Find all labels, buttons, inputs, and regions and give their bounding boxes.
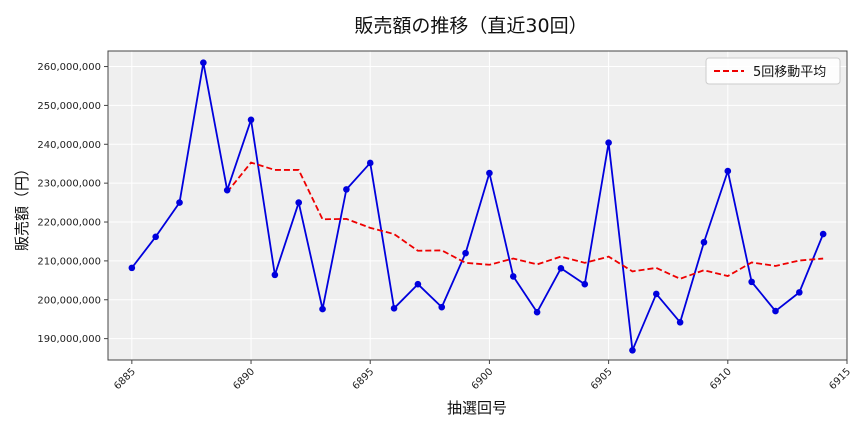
- sales-data-point: [819, 230, 827, 238]
- x-tick-label: 6890: [231, 366, 257, 392]
- sales-data-point: [557, 264, 565, 272]
- chart-title: 販売額の推移（直近30回）: [354, 15, 587, 37]
- x-tick-label: 6905: [589, 366, 615, 392]
- y-tick-label: 240,000,000: [37, 140, 101, 151]
- sales-data-point: [152, 233, 159, 241]
- y-tick-label: 220,000,000: [37, 218, 101, 229]
- sales-data-point: [772, 307, 779, 315]
- y-tick-label: 250,000,000: [37, 101, 101, 112]
- x-tick-label: 6900: [470, 366, 496, 392]
- y-tick-label: 260,000,000: [37, 62, 101, 73]
- sales-data-point: [462, 249, 469, 257]
- sales-data-point: [343, 186, 350, 193]
- sales-data-point: [271, 271, 279, 279]
- sales-data-point: [366, 159, 374, 167]
- grid-lines: [108, 51, 848, 360]
- sales-data-point: [652, 290, 660, 298]
- legend-box: [705, 57, 841, 85]
- x-axis-label: 抽選回号: [447, 399, 507, 417]
- moving-average-line: [226, 161, 824, 280]
- series-layer: [128, 59, 827, 354]
- sales-data-point: [438, 303, 446, 311]
- x-tick-label: 6910: [708, 366, 734, 392]
- sales-data-point: [796, 289, 803, 296]
- sales-data-point: [128, 264, 136, 272]
- x-tick-label: 6915: [827, 366, 853, 392]
- sales-data-point: [748, 278, 755, 286]
- y-tick-label: 230,000,000: [37, 179, 101, 190]
- sales-data-point: [247, 116, 255, 124]
- sales-data-point: [605, 139, 612, 147]
- sales-data-point: [700, 238, 708, 246]
- sales-data-point: [414, 280, 422, 288]
- y-axis-label: 販売額（円）: [13, 161, 31, 251]
- y-tick-label: 200,000,000: [37, 295, 101, 306]
- sales-data-point: [319, 305, 326, 313]
- sales-data-point: [200, 59, 207, 66]
- y-tick-label: 190,000,000: [37, 334, 101, 345]
- plot-frame: [107, 50, 848, 361]
- sales-data-point: [581, 280, 589, 288]
- legend-moving-average-label: 5回移動平均: [753, 65, 826, 80]
- y-axis: 190,000,000 200,000,000 210,000,000 220,000…: [37, 62, 108, 345]
- sales-data-point: [223, 186, 231, 194]
- sales-data-point: [486, 169, 493, 177]
- legend: 5回移動平均: [705, 57, 841, 85]
- y-tick-label: 210,000,000: [37, 256, 101, 267]
- sales-data-point: [724, 167, 732, 175]
- x-tick-label: 6885: [112, 366, 138, 392]
- sales-data-point: [176, 199, 183, 206]
- x-tick-label: 6895: [351, 366, 377, 392]
- sales-data-point: [676, 318, 684, 326]
- sales-data-point: [509, 273, 517, 280]
- sales-data-point: [629, 346, 636, 354]
- x-axis: 6885 6890 6895 6900 6905 6910 6915: [112, 360, 853, 392]
- sales-data-point: [295, 199, 303, 206]
- sales-series-line: [131, 61, 824, 352]
- sales-data-point: [533, 308, 541, 316]
- sales-data-point: [390, 305, 398, 312]
- plot-area: [108, 51, 847, 360]
